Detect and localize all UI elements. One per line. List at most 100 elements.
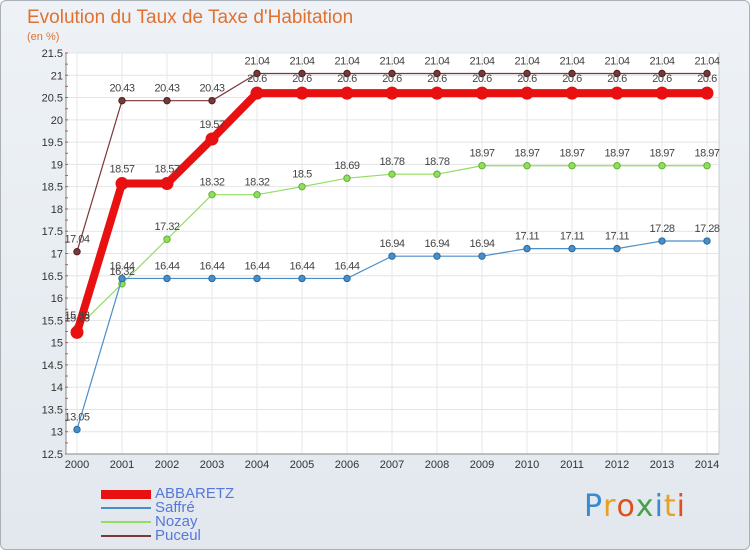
y-tick-label: 18.5 [42,182,63,194]
data-point [253,190,261,199]
x-tick-label: 2005 [290,459,314,471]
data-label: 18.32 [199,177,224,189]
logo-letter: i [654,489,664,524]
data-point [163,274,171,283]
data-point [118,274,126,283]
data-label: 21.04 [289,55,314,67]
data-point [568,244,576,253]
x-tick-label: 2001 [110,459,134,471]
y-tick-label: 16 [51,293,63,305]
data-point [565,86,579,100]
data-point [115,177,129,191]
data-point [343,174,351,182]
series-abbaretz [70,86,714,339]
data-label: 17.32 [154,221,179,233]
y-tick-label: 13 [51,427,63,439]
data-label: 21.04 [334,55,359,67]
x-tick-label: 2002 [155,459,179,471]
data-label: 18.97 [649,148,674,160]
data-label: 18.97 [514,148,539,160]
series-puceul [73,69,711,256]
y-tick-label: 15 [51,338,63,350]
data-label: 18.97 [694,148,719,160]
data-label: 18.69 [334,160,359,172]
data-point [703,162,711,170]
legend-label: Saffré [155,499,195,516]
data-label: 21.04 [424,55,449,67]
data-label: 16.44 [334,260,359,272]
legend-swatch [101,489,151,499]
chart-title: Evolution du Taux de Taxe d'Habitation [27,7,354,28]
data-label: 16.44 [199,260,224,272]
data-point [613,162,621,170]
data-label: 16.94 [424,238,449,250]
data-label: 15.23 [64,312,89,324]
x-tick-label: 2003 [200,459,224,471]
data-label: 20.43 [199,83,224,95]
data-point [523,244,531,253]
data-point [610,86,624,100]
data-point [658,69,666,78]
data-label: 16.44 [154,260,179,272]
x-tick-label: 2009 [470,459,494,471]
data-label: 21.04 [604,55,629,67]
data-label: 19.57 [199,119,224,131]
x-tick-label: 2007 [380,459,404,471]
data-point [253,69,261,78]
y-tick-label: 20.5 [42,93,63,105]
logo-letter: P [584,489,604,524]
data-label: 18.97 [559,148,584,160]
data-point [343,69,351,78]
data-label: 16.44 [244,260,269,272]
data-label: 21.04 [694,55,719,67]
data-label: 18.97 [469,148,494,160]
legend-swatch [101,535,151,537]
data-point [253,274,261,283]
data-point [520,86,534,100]
y-tick-label: 16.5 [42,271,63,283]
data-label: 18.78 [379,156,404,168]
data-point [208,190,216,199]
data-label: 20.6 [337,73,357,85]
y-tick-label: 15.5 [42,315,63,327]
data-label: 17.28 [694,223,719,235]
y-tick-label: 17.5 [42,226,63,238]
logo-letter: o [616,489,636,524]
data-label: 16.94 [379,238,404,250]
data-label: 21.04 [379,55,404,67]
data-point [73,425,81,434]
logo-letter: i [676,489,687,524]
data-label: 16.44 [289,260,314,272]
logo-letter: r [603,489,617,524]
data-point [298,182,306,191]
data-label: 21.04 [514,55,539,67]
data-label: 20.6 [382,73,402,85]
data-point [208,274,216,283]
data-point [388,170,396,178]
data-label: 18.5 [292,169,312,181]
legend-label: Puceul [155,527,201,544]
logo-letter: x [635,489,655,524]
data-point [70,325,84,339]
data-point [433,252,441,260]
proxiti-logo: Proxiti [584,489,686,524]
data-point [73,248,81,256]
x-tick-label: 2011 [560,459,584,471]
data-label: 20.6 [697,73,717,85]
axes: 12.5 13 13.5 14 14.5 15 15.5 16 16.5 17 17.5 18 18.5… [42,48,720,471]
data-point [385,86,399,100]
x-tick-label: 2010 [515,459,539,471]
data-point [658,162,666,170]
y-tick-label: 14 [51,382,63,394]
data-label: 20.43 [109,83,134,95]
legend-swatch [101,507,151,509]
data-label: 20.6 [292,73,312,85]
y-tick-label: 13.5 [42,404,63,416]
data-point [298,69,306,78]
data-point [250,86,264,100]
data-point [208,96,216,105]
x-tick-label: 2006 [335,459,359,471]
y-tick-label: 21.5 [42,48,63,60]
